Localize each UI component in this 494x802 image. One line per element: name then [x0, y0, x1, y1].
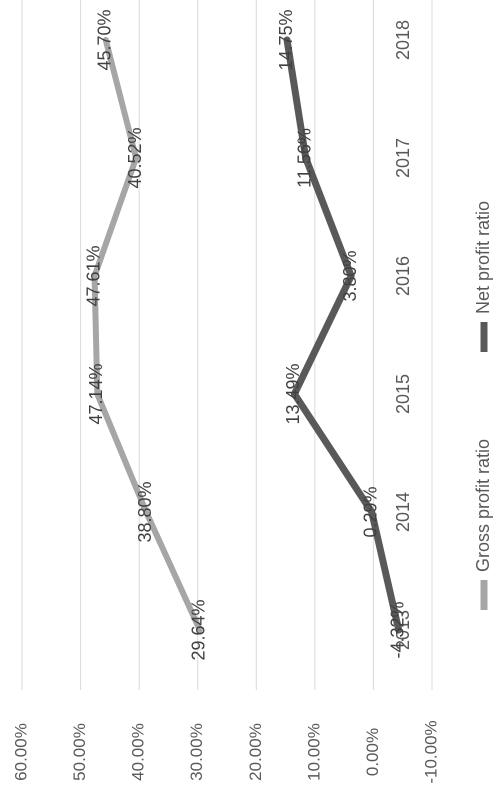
series-line: [91, 37, 203, 633]
data-label: 13.49%: [283, 363, 303, 424]
data-label: 40.52%: [125, 127, 145, 188]
x-tick-label: 2014: [393, 492, 413, 532]
series-line: [283, 36, 403, 634]
x-tick-label: 2015: [393, 374, 413, 414]
data-label: 11.56%: [294, 128, 314, 188]
y-tick-label: 30.00%: [187, 723, 206, 781]
data-label: -4.32%: [387, 601, 407, 658]
legend-label: Gross profit ratio: [473, 439, 493, 572]
legend-label: Net profit ratio: [473, 201, 493, 314]
x-tick-label: 2017: [393, 138, 413, 178]
data-label: 47.61%: [83, 245, 103, 306]
data-label: 38.80%: [135, 481, 155, 542]
data-label: 0.29%: [360, 486, 380, 537]
y-tick-label: 60.00%: [11, 723, 30, 781]
x-tick-label: 2016: [393, 256, 413, 296]
data-label: 45.70%: [95, 9, 115, 70]
y-tick-label: 40.00%: [129, 723, 148, 781]
y-tick-label: 20.00%: [246, 723, 265, 781]
data-label: 47.14%: [86, 363, 106, 424]
data-label: 3.80%: [340, 250, 360, 301]
y-tick-label: 0.00%: [363, 728, 382, 776]
data-label: 14.75%: [276, 9, 296, 70]
y-tick-label: 10.00%: [304, 723, 323, 781]
y-tick-label: -10.00%: [421, 720, 440, 783]
data-label: 29.64%: [189, 599, 209, 660]
x-tick-label: 2018: [393, 20, 413, 60]
y-tick-label: 50.00%: [70, 723, 89, 781]
